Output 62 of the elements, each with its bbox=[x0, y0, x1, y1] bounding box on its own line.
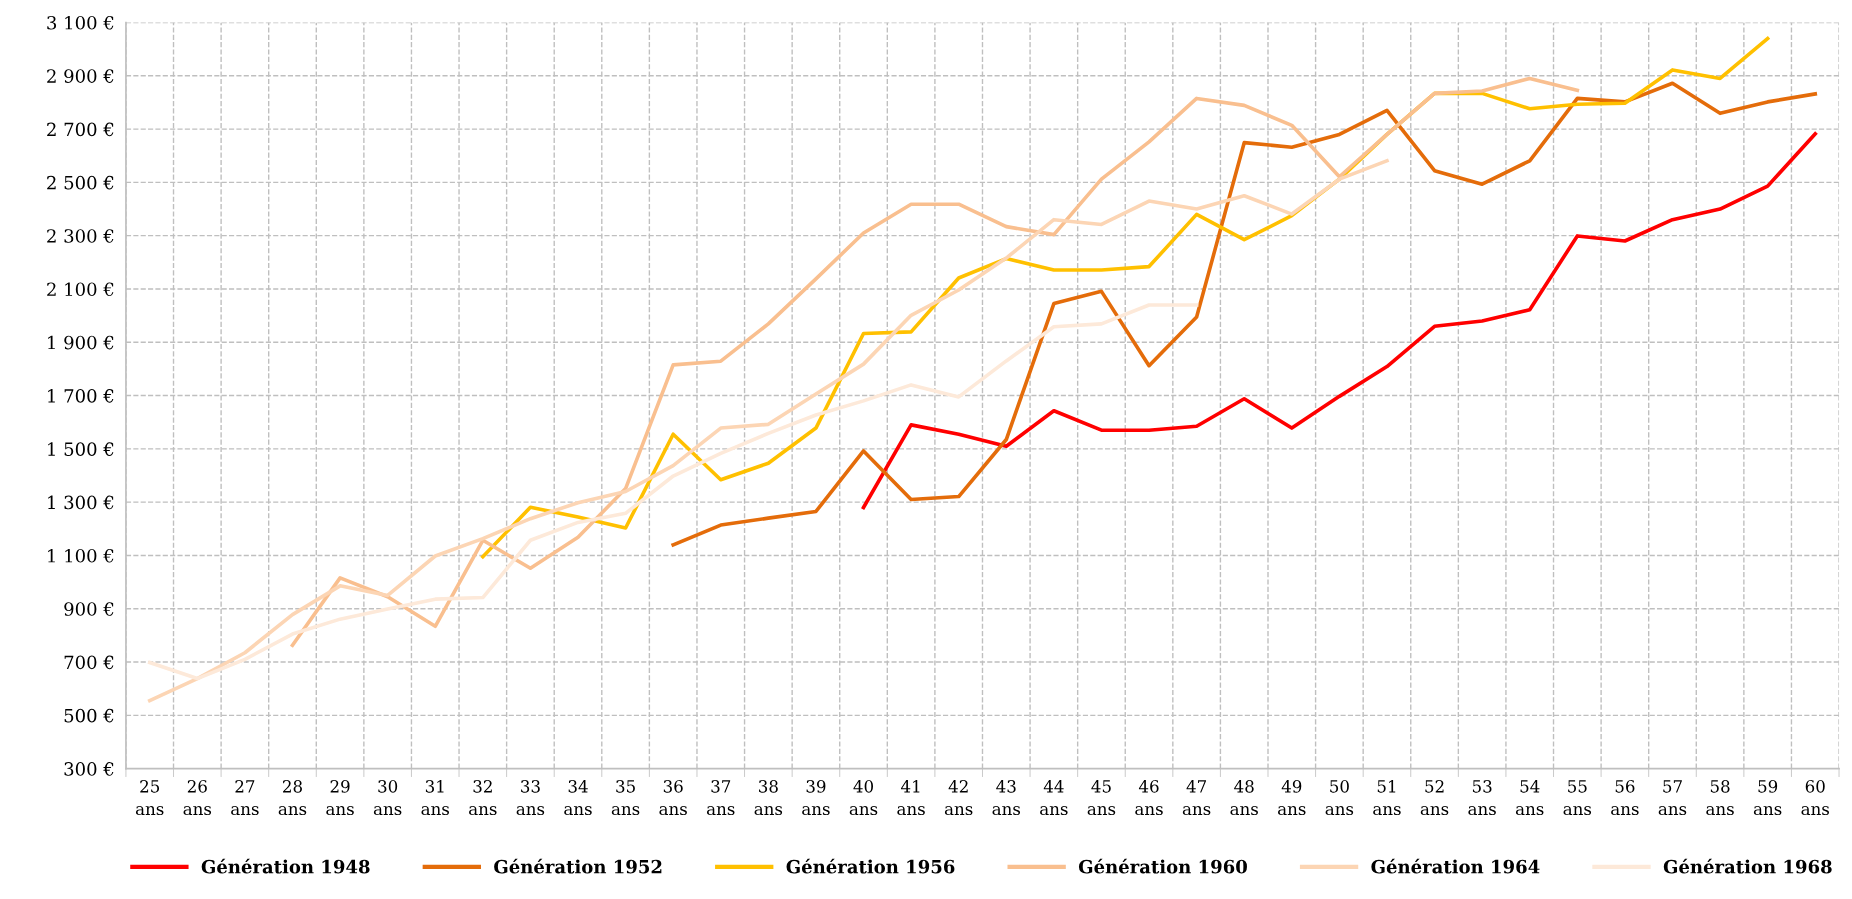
y-tick-label: 2 900 € bbox=[47, 69, 114, 83]
y-tick-label: 2 100 € bbox=[47, 282, 114, 297]
x-tick-label: 29 ans bbox=[326, 780, 354, 816]
x-tick-label: 35 ans bbox=[611, 780, 640, 816]
x-tick-label: 52 ans bbox=[1420, 780, 1449, 816]
y-tick-label: 500 € bbox=[64, 708, 114, 723]
x-tick-label: 27 ans bbox=[231, 780, 259, 816]
x-tick-label: 37 ans bbox=[706, 780, 735, 816]
x-tick-label: 54 ans bbox=[1515, 780, 1544, 816]
x-tick-label: 38 ans bbox=[754, 780, 783, 816]
y-tick-label: 3 100 € bbox=[47, 15, 114, 30]
x-tick-label: 48 ans bbox=[1230, 780, 1258, 816]
legend-label: Génération 1956 bbox=[786, 858, 955, 874]
x-tick-label: 53 ans bbox=[1468, 780, 1496, 816]
y-tick-label: 2 700 € bbox=[47, 122, 114, 137]
x-tick-label: 60 ans bbox=[1801, 780, 1829, 816]
x-tick-label: 49 ans bbox=[1278, 780, 1306, 816]
x-tick-label: 46 ans bbox=[1135, 780, 1163, 816]
x-tick-label: 55 ans bbox=[1563, 780, 1592, 816]
x-tick-label: 25 ans bbox=[135, 780, 164, 816]
y-tick-label: 900 € bbox=[64, 602, 114, 616]
legend-label: Génération 1964 bbox=[1371, 858, 1540, 874]
legend-label: Génération 1952 bbox=[494, 858, 662, 874]
x-tick-label: 59 ans bbox=[1753, 780, 1782, 816]
x-tick-label: 47 ans bbox=[1182, 780, 1211, 816]
x-tick-label: 31 ans bbox=[421, 780, 449, 816]
x-tick-label: 51 ans bbox=[1373, 780, 1401, 816]
x-tick-label: 39 ans bbox=[802, 780, 830, 816]
y-tick-label: 2 300 € bbox=[47, 229, 114, 243]
x-tick-label: 26 ans bbox=[183, 780, 212, 816]
legend-label: Génération 1948 bbox=[201, 858, 370, 874]
x-tick-label: 42 ans bbox=[944, 780, 973, 816]
line-series bbox=[147, 158, 1389, 703]
x-tick-label: 41 ans bbox=[897, 780, 925, 816]
x-tick-label: 34 ans bbox=[564, 780, 592, 816]
x-tick-label: 28 ans bbox=[278, 780, 307, 816]
x-tick-label: 40 ans bbox=[849, 780, 878, 816]
y-tick-label: 1 900 € bbox=[48, 335, 114, 350]
line-series bbox=[290, 76, 1580, 648]
x-tick-label: 58 ans bbox=[1706, 780, 1734, 816]
x-tick-label: 50 ans bbox=[1325, 780, 1354, 816]
x-tick-label: 44 ans bbox=[1040, 780, 1068, 816]
y-tick-label: 700 € bbox=[64, 655, 114, 670]
y-tick-label: 1 100 € bbox=[48, 548, 114, 563]
legend-label: Génération 1968 bbox=[1663, 858, 1832, 874]
x-tick-label: 56 ans bbox=[1611, 780, 1639, 816]
x-tick-label: 33 ans bbox=[516, 780, 545, 816]
y-tick-label: 1 700 € bbox=[48, 389, 114, 403]
legend-label: Génération 1960 bbox=[1078, 858, 1247, 874]
x-tick-label: 45 ans bbox=[1087, 780, 1116, 816]
x-tick-label: 30 ans bbox=[373, 780, 402, 816]
y-tick-label: 1 300 € bbox=[48, 495, 114, 510]
x-tick-label: 43 ans bbox=[992, 780, 1021, 816]
y-tick-label: 1 500 € bbox=[48, 442, 114, 456]
line-series bbox=[147, 303, 1199, 681]
x-tick-label: 32 ans bbox=[469, 780, 497, 816]
x-tick-label: 57 ans bbox=[1658, 780, 1687, 816]
line-series bbox=[861, 132, 1818, 510]
x-tick-label: 36 ans bbox=[659, 780, 687, 816]
y-tick-label: 2 500 € bbox=[47, 175, 114, 190]
y-tick-label: 300 € bbox=[64, 762, 114, 776]
line-series bbox=[671, 81, 1818, 547]
